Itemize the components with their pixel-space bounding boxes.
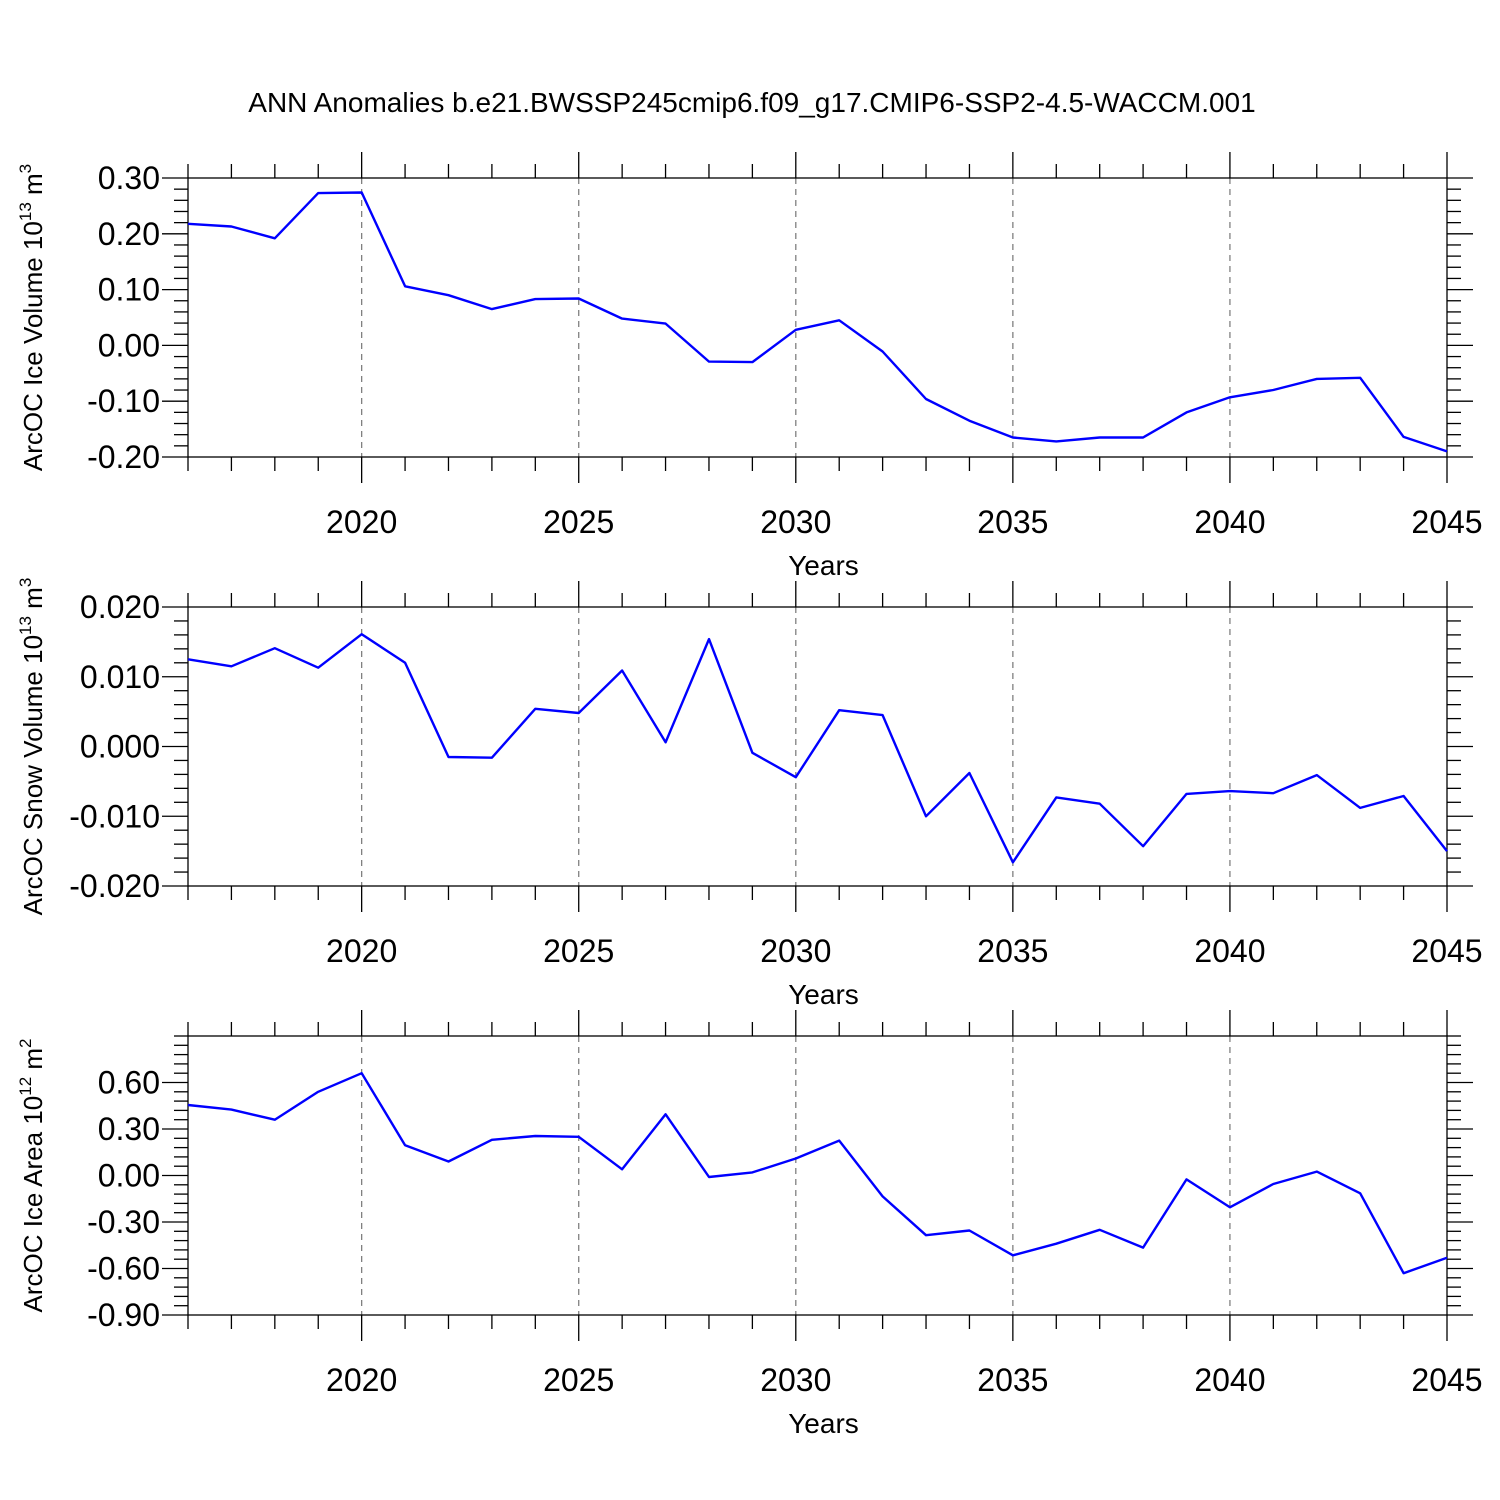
chart-panel-3: 2020 2025 2030 2035 2040 2045 0.60 0.30 0.00 -0.3… [16, 1010, 1483, 1439]
x-tick-label: 2020 [326, 504, 397, 540]
x-tick-label: 2020 [326, 933, 397, 969]
x-tick-label: 2025 [543, 1362, 614, 1398]
figure-title: ANN Anomalies b.e21.BWSSP245cmip6.f09_g1… [248, 87, 1255, 118]
x-tick-label: 2040 [1194, 933, 1265, 969]
y-tick-label: -0.20 [87, 439, 160, 475]
x-tick-label: 2035 [977, 1362, 1048, 1398]
plot-frame [187, 177, 1448, 458]
plot-frame [187, 606, 1448, 887]
series-line [187, 1071, 1448, 1275]
x-tick-label: 2030 [760, 1362, 831, 1398]
x-tick-label: 2045 [1411, 933, 1482, 969]
y-tick-label: 0.00 [98, 1158, 160, 1194]
panels: 2020 2025 2030 2035 2040 2045 0.30 0.20 0.10 0.00… [16, 152, 1483, 1439]
y-tick-label: -0.30 [87, 1204, 160, 1240]
y-tick-label: -0.010 [69, 798, 160, 834]
y-tick-label: 0.30 [98, 160, 160, 196]
y-tick-label: 0.20 [98, 216, 160, 252]
y-tick-label: -0.60 [87, 1251, 160, 1287]
y-tick-label: 0.000 [80, 729, 160, 765]
x-tick-label: 2040 [1194, 504, 1265, 540]
x-tick-label: 2025 [543, 504, 614, 540]
chart-panel-1: 2020 2025 2030 2035 2040 2045 0.30 0.20 0.10 0.00… [16, 152, 1483, 581]
y-tick-label: 0.010 [80, 659, 160, 695]
x-tick-label: 2025 [543, 933, 614, 969]
y-axis-label: ArcOC Ice Area 1012 m2 [16, 1038, 48, 1312]
x-tick-label: 2030 [760, 504, 831, 540]
chart-panel-2: 2020 2025 2030 2035 2040 2045 0.020 0.010 0.000 -… [16, 578, 1483, 1010]
x-tick-label: 2045 [1411, 504, 1482, 540]
y-tick-label: -0.10 [87, 383, 160, 419]
plot-frame [187, 1035, 1448, 1316]
y-axis-label: ArcOC Snow Volume 1013 m3 [16, 578, 48, 916]
y-tick-label: 0.00 [98, 327, 160, 363]
y-tick-label: 0.10 [98, 272, 160, 308]
series-line [187, 191, 1448, 453]
x-tick-label: 2020 [326, 1362, 397, 1398]
series-line [187, 633, 1448, 864]
x-tick-label: 2035 [977, 933, 1048, 969]
y-tick-label: -0.90 [87, 1297, 160, 1333]
x-tick-label: 2045 [1411, 1362, 1482, 1398]
x-axis-label: Years [788, 979, 859, 1010]
y-tick-label: 0.020 [80, 589, 160, 625]
y-tick-label: 0.30 [98, 1111, 160, 1147]
y-tick-label: -0.020 [69, 868, 160, 904]
x-axis-label: Years [788, 550, 859, 581]
x-axis-label: Years [788, 1408, 859, 1439]
x-tick-label: 2040 [1194, 1362, 1265, 1398]
y-axis-label: ArcOC Ice Volume 1013 m3 [16, 164, 48, 471]
x-tick-label: 2035 [977, 504, 1048, 540]
x-tick-label: 2030 [760, 933, 831, 969]
y-tick-label: 0.60 [98, 1065, 160, 1101]
